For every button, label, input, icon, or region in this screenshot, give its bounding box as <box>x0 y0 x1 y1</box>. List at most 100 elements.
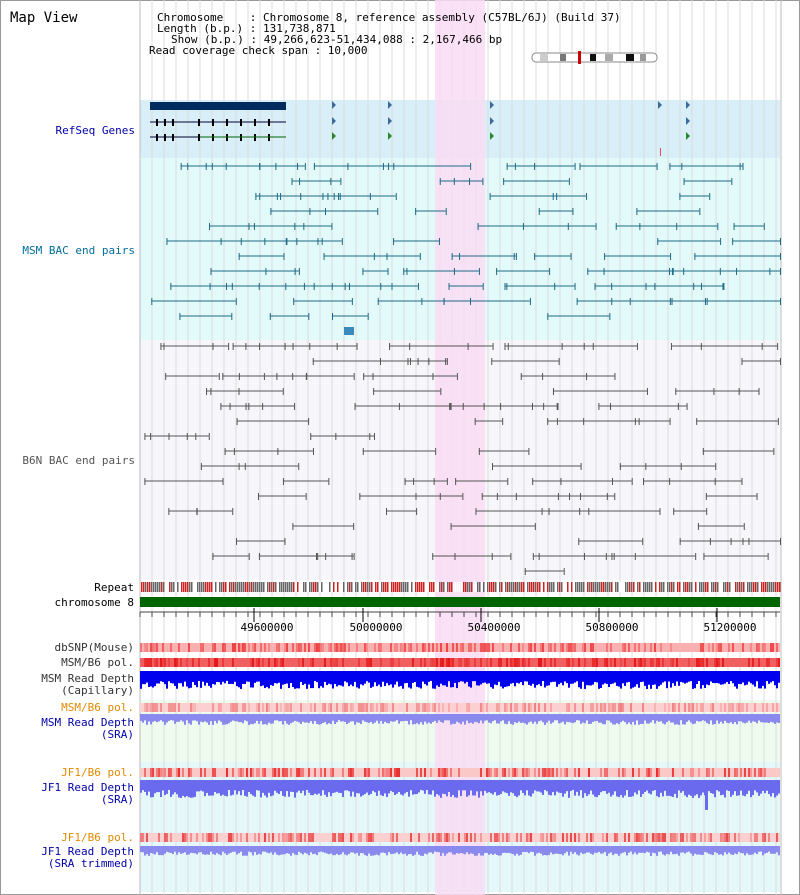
repeat-mark <box>579 582 581 592</box>
read-depth-bar <box>276 846 278 855</box>
bac-end <box>709 193 711 200</box>
read-depth-bar <box>350 671 352 685</box>
polymorphism-mark <box>216 833 218 842</box>
polymorphism-mark <box>520 833 522 842</box>
repeat-mark <box>779 582 781 592</box>
read-depth-bar <box>326 846 328 854</box>
read-depth-bar <box>408 714 410 725</box>
read-depth-bar <box>470 714 472 723</box>
repeat-mark <box>463 582 465 592</box>
polymorphism-mark <box>352 768 354 777</box>
polymorphism-mark <box>144 658 146 667</box>
read-depth-bar <box>580 714 582 724</box>
bac-end <box>642 538 644 545</box>
read-depth-bar <box>494 714 496 721</box>
bac-end <box>603 268 605 275</box>
bac-end <box>506 283 508 290</box>
polymorphism-mark <box>550 703 552 712</box>
read-depth-bar <box>686 714 688 722</box>
polymorphism-mark <box>174 658 176 667</box>
polymorphism-mark <box>226 768 228 777</box>
bac-end <box>538 208 540 215</box>
read-depth-bar <box>432 846 434 854</box>
polymorphism-mark <box>198 658 200 667</box>
read-depth-bar <box>328 671 330 684</box>
read-depth-bar <box>592 671 594 685</box>
polymorphism-mark <box>440 768 442 777</box>
read-depth-bar <box>302 780 304 791</box>
repeat-mark <box>271 582 273 592</box>
repeat-mark <box>693 582 695 592</box>
polymorphism-mark <box>738 833 740 842</box>
read-depth-bar <box>366 780 368 793</box>
polymorphism-mark <box>682 833 684 842</box>
bac-end <box>532 553 534 560</box>
read-depth-bar <box>448 846 450 853</box>
polymorphism-mark <box>252 643 254 652</box>
repeat-mark <box>409 582 411 592</box>
polymorphism-mark <box>276 643 278 652</box>
polymorphism-mark <box>506 703 508 712</box>
repeat-mark <box>691 582 693 592</box>
polymorphism-mark <box>524 703 526 712</box>
read-depth-bar <box>538 780 540 792</box>
bac-end <box>780 538 781 545</box>
polymorphism-mark <box>272 833 274 842</box>
repeat-mark <box>427 582 429 592</box>
read-depth-bar <box>726 780 728 791</box>
read-depth-bar <box>498 714 500 724</box>
bac-end <box>671 268 673 275</box>
read-depth-bar <box>222 714 224 725</box>
read-depth-bar <box>630 846 632 852</box>
read-depth-bar <box>680 780 682 793</box>
polymorphism-mark <box>442 768 444 777</box>
read-depth-bar <box>732 671 734 684</box>
polymorphism-mark <box>700 703 702 712</box>
repeat-mark <box>745 582 747 592</box>
polymorphism-mark <box>452 833 454 842</box>
read-depth-bar <box>356 671 358 688</box>
read-depth-bar <box>158 714 160 722</box>
read-depth-bar <box>462 714 464 722</box>
bac-end <box>491 463 493 470</box>
read-depth-bar <box>220 671 222 685</box>
bac-end <box>236 538 238 545</box>
read-depth-bar <box>464 671 466 684</box>
read-depth-bar <box>700 846 702 855</box>
polymorphism-mark <box>528 658 530 667</box>
read-depth-bar <box>640 846 642 853</box>
read-depth-bar <box>396 846 398 853</box>
polymorphism-mark <box>312 833 314 842</box>
read-depth-bar <box>576 780 578 792</box>
polymorphism-mark <box>286 703 288 712</box>
repeat-mark <box>383 582 385 592</box>
read-depth-bar <box>150 780 152 798</box>
polymorphism-mark <box>424 703 426 712</box>
read-depth-bar <box>562 780 564 797</box>
bac-end <box>697 523 699 530</box>
read-depth-bar <box>634 714 636 725</box>
refseq-marker <box>388 117 392 125</box>
polymorphism-mark <box>390 658 392 667</box>
repeat-mark <box>637 582 639 592</box>
read-depth-bar <box>636 671 638 685</box>
read-depth-bar <box>742 846 744 854</box>
polymorphism-mark <box>278 643 280 652</box>
refseq-marker <box>686 101 690 109</box>
bac-end <box>438 238 440 245</box>
read-depth-bar <box>668 846 670 855</box>
read-depth-bar <box>478 714 480 724</box>
read-depth-bar <box>202 671 204 682</box>
read-depth-bar <box>500 846 502 856</box>
bac-end <box>529 298 531 305</box>
polymorphism-mark <box>464 658 466 667</box>
repeat-mark <box>557 582 559 592</box>
read-depth-bar <box>638 780 640 791</box>
repeat-mark <box>627 582 629 592</box>
read-depth-bar <box>508 671 510 687</box>
read-depth-bar <box>318 714 320 725</box>
read-depth-bar <box>290 780 292 792</box>
polymorphism-mark <box>496 703 498 712</box>
polymorphism-mark <box>264 768 266 777</box>
